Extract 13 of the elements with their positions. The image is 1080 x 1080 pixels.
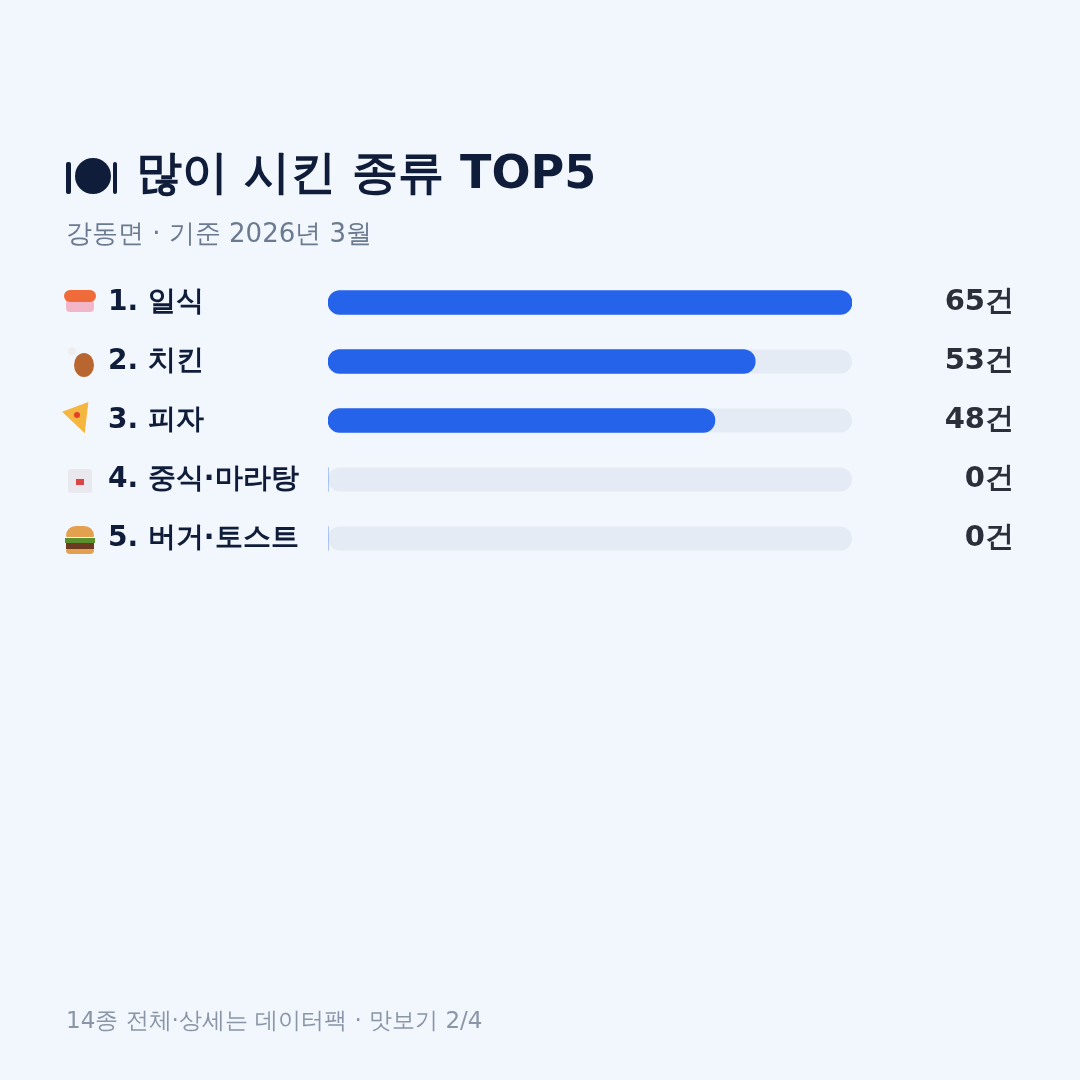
y-tick-label: 4. 중식·마라탕 <box>108 460 299 494</box>
data-label: 0건 <box>964 519 1014 554</box>
data-label: 0건 <box>964 460 1014 495</box>
y-tick-label: 1. 일식 <box>108 283 204 317</box>
data-label: 53건 <box>944 342 1014 377</box>
y-tick-label: 3. 피자 <box>108 401 204 435</box>
chart-subtitle: 강동면 · 기준 2026년 3월 <box>66 217 373 250</box>
chart-title: 많이 시킨 종류 TOP5 <box>136 144 597 201</box>
y-tick-label: 5. 버거·토스트 <box>108 519 299 553</box>
text: 14종 전체·상세는 데이터팩 · 맛보기 2/4 <box>66 1006 483 1035</box>
data-label: 65건 <box>944 283 1014 318</box>
y-tick-label: 2. 치킨 <box>108 342 204 376</box>
data-label: 48건 <box>944 401 1014 436</box>
